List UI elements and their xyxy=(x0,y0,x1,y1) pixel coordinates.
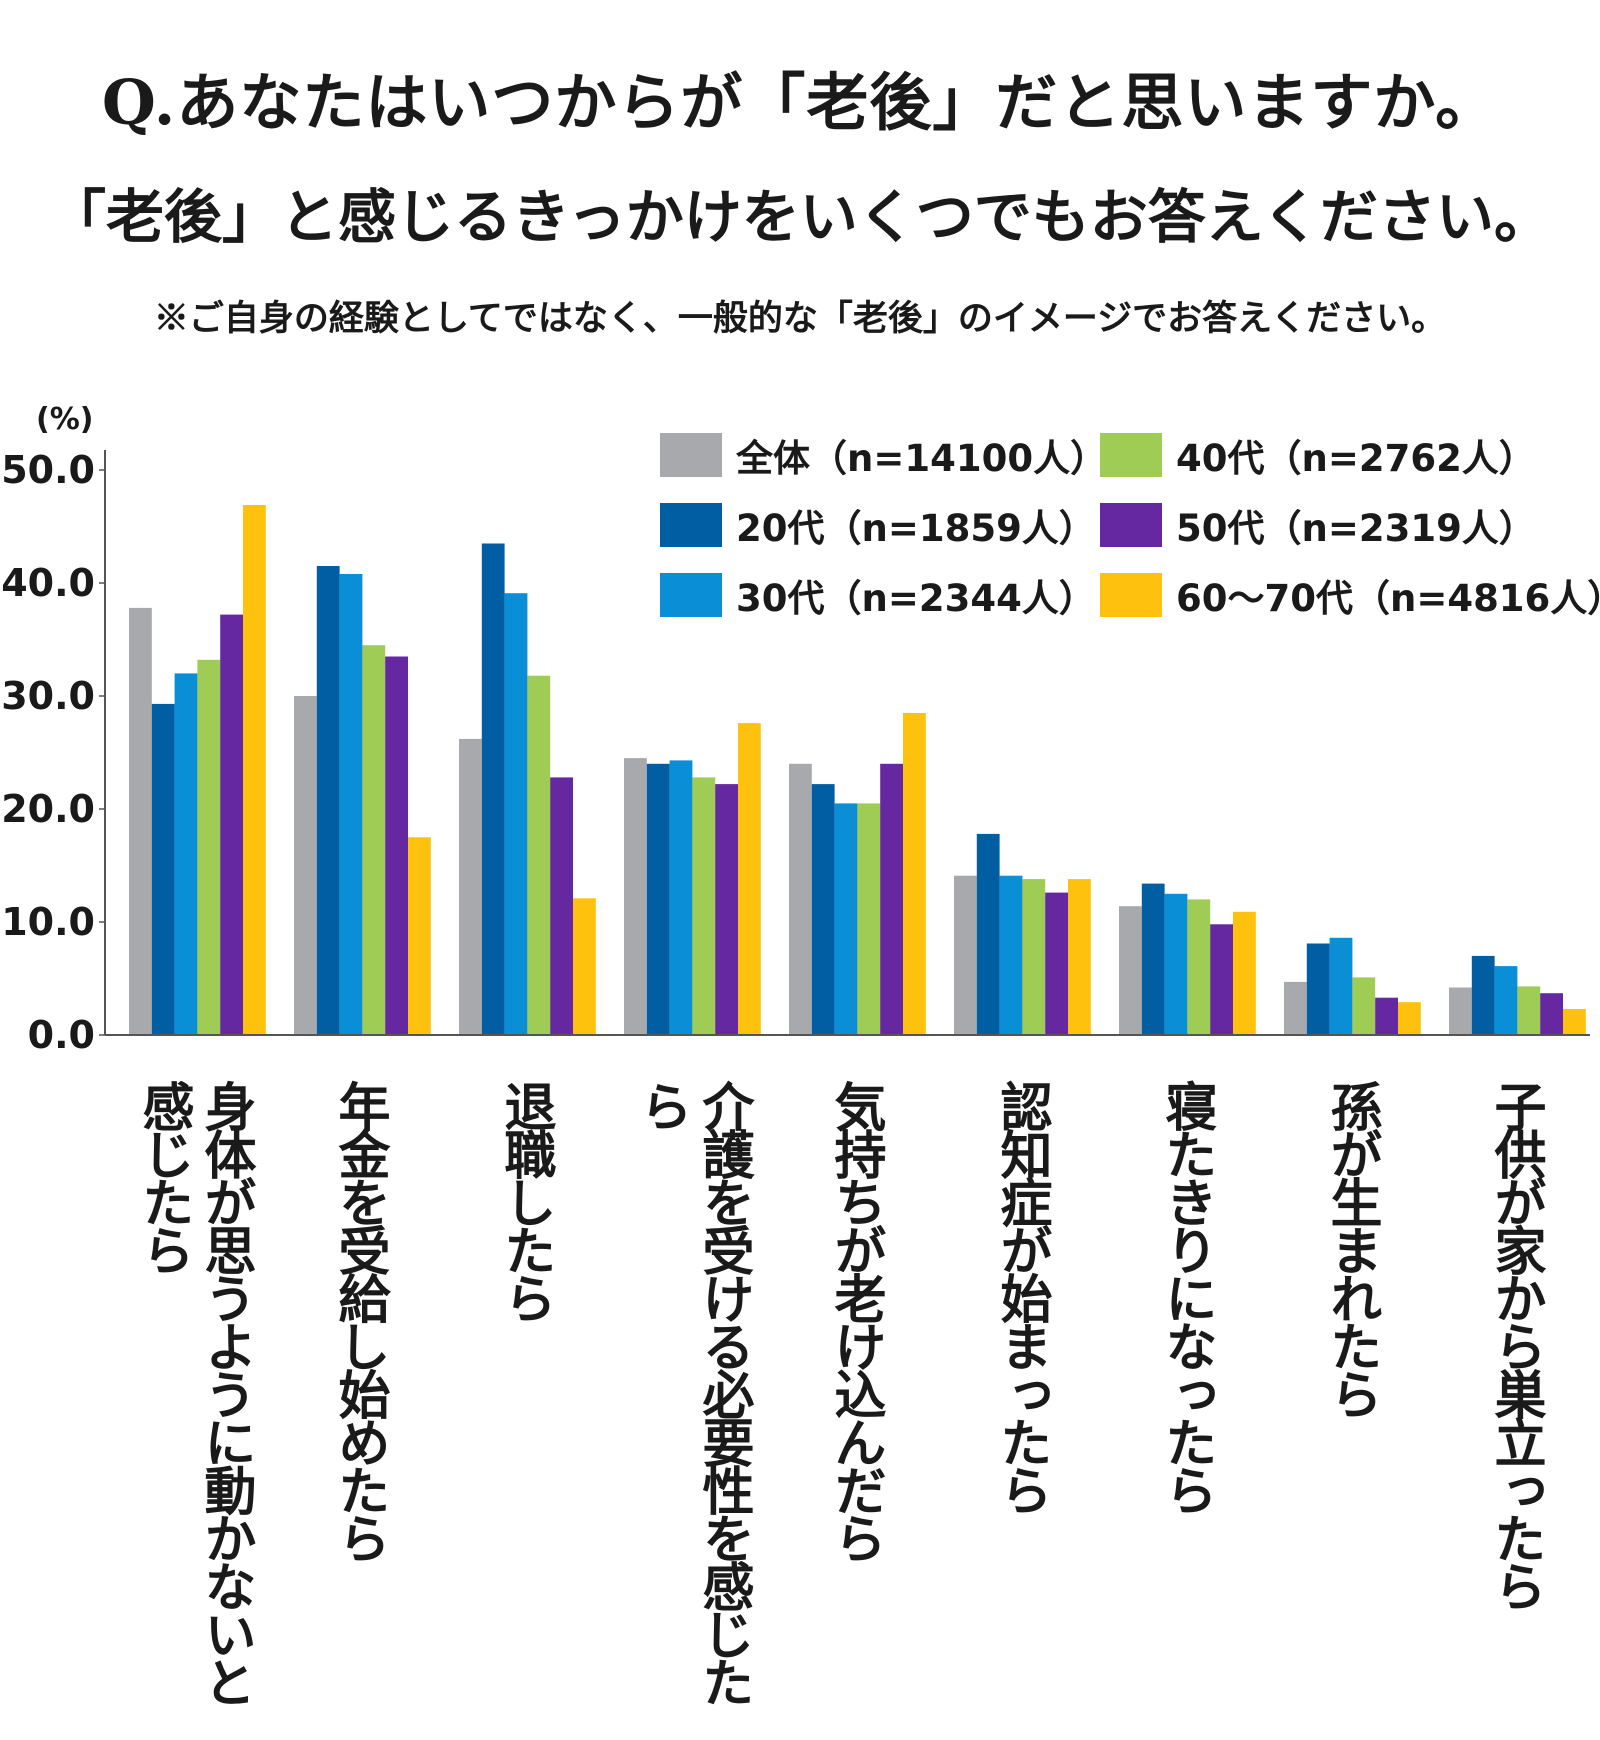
bar xyxy=(481,543,505,1035)
bar xyxy=(880,763,903,1035)
bar xyxy=(1398,1002,1421,1035)
bar xyxy=(220,614,243,1035)
legend-item-30s: 30代（n=2344人） xyxy=(660,570,1096,620)
bar xyxy=(1375,997,1398,1035)
bar xyxy=(408,837,431,1036)
bar xyxy=(669,760,693,1035)
y-tick-label: 20.0 xyxy=(1,787,95,831)
y-tick-label: 40.0 xyxy=(1,561,95,605)
bar xyxy=(646,763,670,1035)
category-label-empty-nest: 子供が家から巣立ったら xyxy=(1485,1080,1545,1608)
bar xyxy=(857,803,881,1035)
bar xyxy=(362,645,386,1035)
bar xyxy=(1306,943,1330,1035)
bar xyxy=(1022,879,1046,1035)
category-label-bedridden: 寝たきりになったら xyxy=(1156,1080,1216,1512)
bar xyxy=(999,875,1023,1035)
y-axis-unit-label: (%) xyxy=(36,402,94,437)
bar xyxy=(1352,977,1376,1035)
legend-item-50s: 50代（n=2319人） xyxy=(1100,500,1536,550)
chart-title-line2: 「老後」と感じるきっかけをいくつでもお答えください。 xyxy=(48,183,1552,251)
bar xyxy=(129,607,152,1035)
category-label-mood: 気持ちが老け込んだら xyxy=(825,1080,885,1560)
legend-item-40s: 40代（n=2762人） xyxy=(1100,430,1536,480)
legend-swatch-all xyxy=(660,433,722,477)
y-tick-label: 0.0 xyxy=(28,1013,95,1057)
bar xyxy=(715,784,738,1035)
y-tick-label: 50.0 xyxy=(1,448,95,492)
y-tick-label: 30.0 xyxy=(1,674,95,718)
bar xyxy=(243,505,266,1035)
bar xyxy=(294,696,317,1035)
category-label-grandchild: 孫が生まれたら xyxy=(1321,1080,1381,1416)
bar xyxy=(1233,911,1256,1035)
bar xyxy=(1068,879,1091,1035)
bar xyxy=(954,875,977,1035)
bar xyxy=(1284,981,1307,1035)
bar xyxy=(1141,883,1165,1035)
category-label-retirement: 退職したら xyxy=(495,1080,555,1320)
bar xyxy=(738,723,761,1035)
chart-note: ※ご自身の経験としてではなく、一般的な「老後」のイメージでお答えください。 xyxy=(153,298,1447,339)
bar xyxy=(1563,1009,1586,1035)
bar xyxy=(1187,899,1211,1035)
bar xyxy=(1210,924,1233,1035)
legend-swatch-20s xyxy=(660,503,722,547)
bar xyxy=(789,763,812,1035)
legend-swatch-40s xyxy=(1100,433,1162,477)
legend-label-60-70s: 60～70代（n=4816人） xyxy=(1176,577,1600,620)
bar xyxy=(385,656,408,1035)
legend-swatch-30s xyxy=(660,573,722,617)
y-tick-label: 10.0 xyxy=(1,900,95,944)
category-label-body: 身体が思うように動かないと感じたら xyxy=(133,1080,255,1704)
legend-label-20s: 20代（n=1859人） xyxy=(736,507,1096,550)
legend-item-all: 全体（n=14100人） xyxy=(660,430,1107,480)
bar xyxy=(1164,893,1188,1036)
category-label-pension: 年金を受給し始めたら xyxy=(329,1080,389,1560)
bar xyxy=(1471,955,1495,1035)
bar xyxy=(339,574,363,1035)
bar xyxy=(1449,987,1472,1035)
legend-label-all: 全体（n=14100人） xyxy=(736,437,1108,480)
bar xyxy=(573,898,596,1035)
bar xyxy=(197,659,221,1035)
bar xyxy=(1329,937,1353,1035)
bar xyxy=(174,673,198,1035)
bar xyxy=(1517,986,1541,1035)
bar xyxy=(834,803,858,1035)
category-label-care: 介護を受ける必要性を感じたら xyxy=(631,1080,753,1704)
legend-swatch-50s xyxy=(1100,503,1162,547)
bar xyxy=(550,777,573,1035)
bar xyxy=(976,833,1000,1035)
bar xyxy=(459,738,482,1035)
legend-item-60-70s: 60～70代（n=4816人） xyxy=(1100,570,1600,620)
legend-swatch-60-70s xyxy=(1100,573,1162,617)
legend-label-50s: 50代（n=2319人） xyxy=(1176,507,1536,550)
bar xyxy=(1045,892,1068,1035)
bar xyxy=(1494,966,1518,1035)
bar xyxy=(811,784,835,1035)
bar xyxy=(316,566,340,1035)
legend-label-40s: 40代（n=2762人） xyxy=(1176,437,1536,480)
bar xyxy=(903,713,926,1035)
chart-title-line1: Q.あなたはいつからが「老後」だと思いますか。 xyxy=(101,66,1499,139)
bar xyxy=(1119,906,1142,1035)
bar xyxy=(527,675,551,1035)
bar xyxy=(1540,993,1563,1035)
legend-item-20s: 20代（n=1859人） xyxy=(660,500,1096,550)
bar xyxy=(624,758,647,1035)
category-label-dementia: 認知症が始まったら xyxy=(991,1080,1051,1512)
bar xyxy=(504,593,528,1035)
bar xyxy=(692,777,716,1035)
bar xyxy=(151,703,175,1035)
legend-label-30s: 30代（n=2344人） xyxy=(736,577,1096,620)
